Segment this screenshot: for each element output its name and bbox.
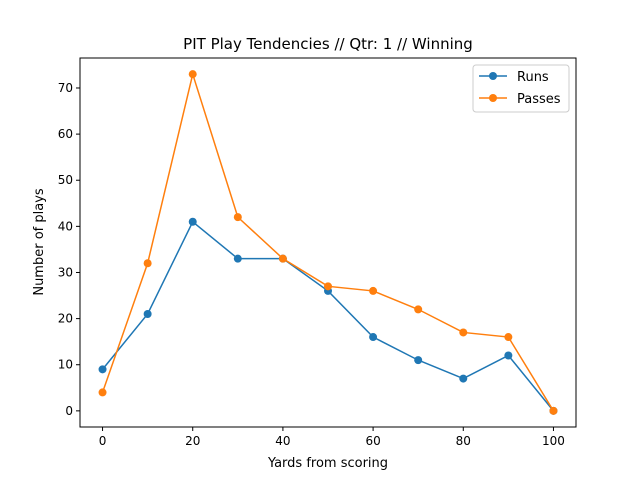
data-point-runs [188,217,197,226]
data-point-passes [549,406,558,415]
series-line-runs [101,220,555,412]
data-point-passes [233,213,242,222]
y-tick-label: 60 [58,127,73,141]
legend: Runs Passes [472,64,570,113]
y-tick-label: 70 [58,81,73,95]
data-point-passes [278,254,287,263]
x-axis-label: Yards from scoring [267,456,388,471]
data-point-passes [143,259,152,268]
data-point-passes [188,70,197,79]
x-tick-label: 80 [456,434,471,448]
chart-title: PIT Play Tendencies // Qtr: 1 // Winning [183,35,473,53]
y-axis-label: Number of plays [32,188,47,296]
y-tick-label: 20 [58,312,73,326]
data-point-passes [98,388,107,397]
data-point-passes [369,286,378,295]
y-tick-label: 40 [58,219,73,233]
legend-marker-passes [489,94,497,102]
legend-label-passes: Passes [517,92,561,107]
x-tick-label: 100 [542,434,565,448]
data-point-runs [369,333,378,342]
y-tick-label: 30 [58,265,73,279]
data-point-passes [504,333,513,342]
data-point-runs [98,365,107,374]
y-tick-label: 50 [58,173,73,187]
series-line-passes [101,71,555,412]
legend-marker-runs [489,72,497,80]
data-point-passes [459,328,468,337]
data-point-runs [504,351,513,360]
x-tick-label: 60 [365,434,380,448]
x-tick-label: 0 [99,434,107,448]
data-point-runs [459,374,468,383]
data-point-runs [233,254,242,263]
plot-area-frame [79,57,577,428]
legend-label-runs: Runs [517,70,549,85]
data-point-passes [414,305,423,314]
data-point-runs [414,356,423,365]
x-tick-label: 20 [185,434,200,448]
x-tick-label: 40 [275,434,290,448]
data-point-passes [324,282,332,291]
data-point-runs [143,309,152,318]
y-tick-label: 10 [58,358,73,372]
y-tick-label: 0 [65,404,73,418]
